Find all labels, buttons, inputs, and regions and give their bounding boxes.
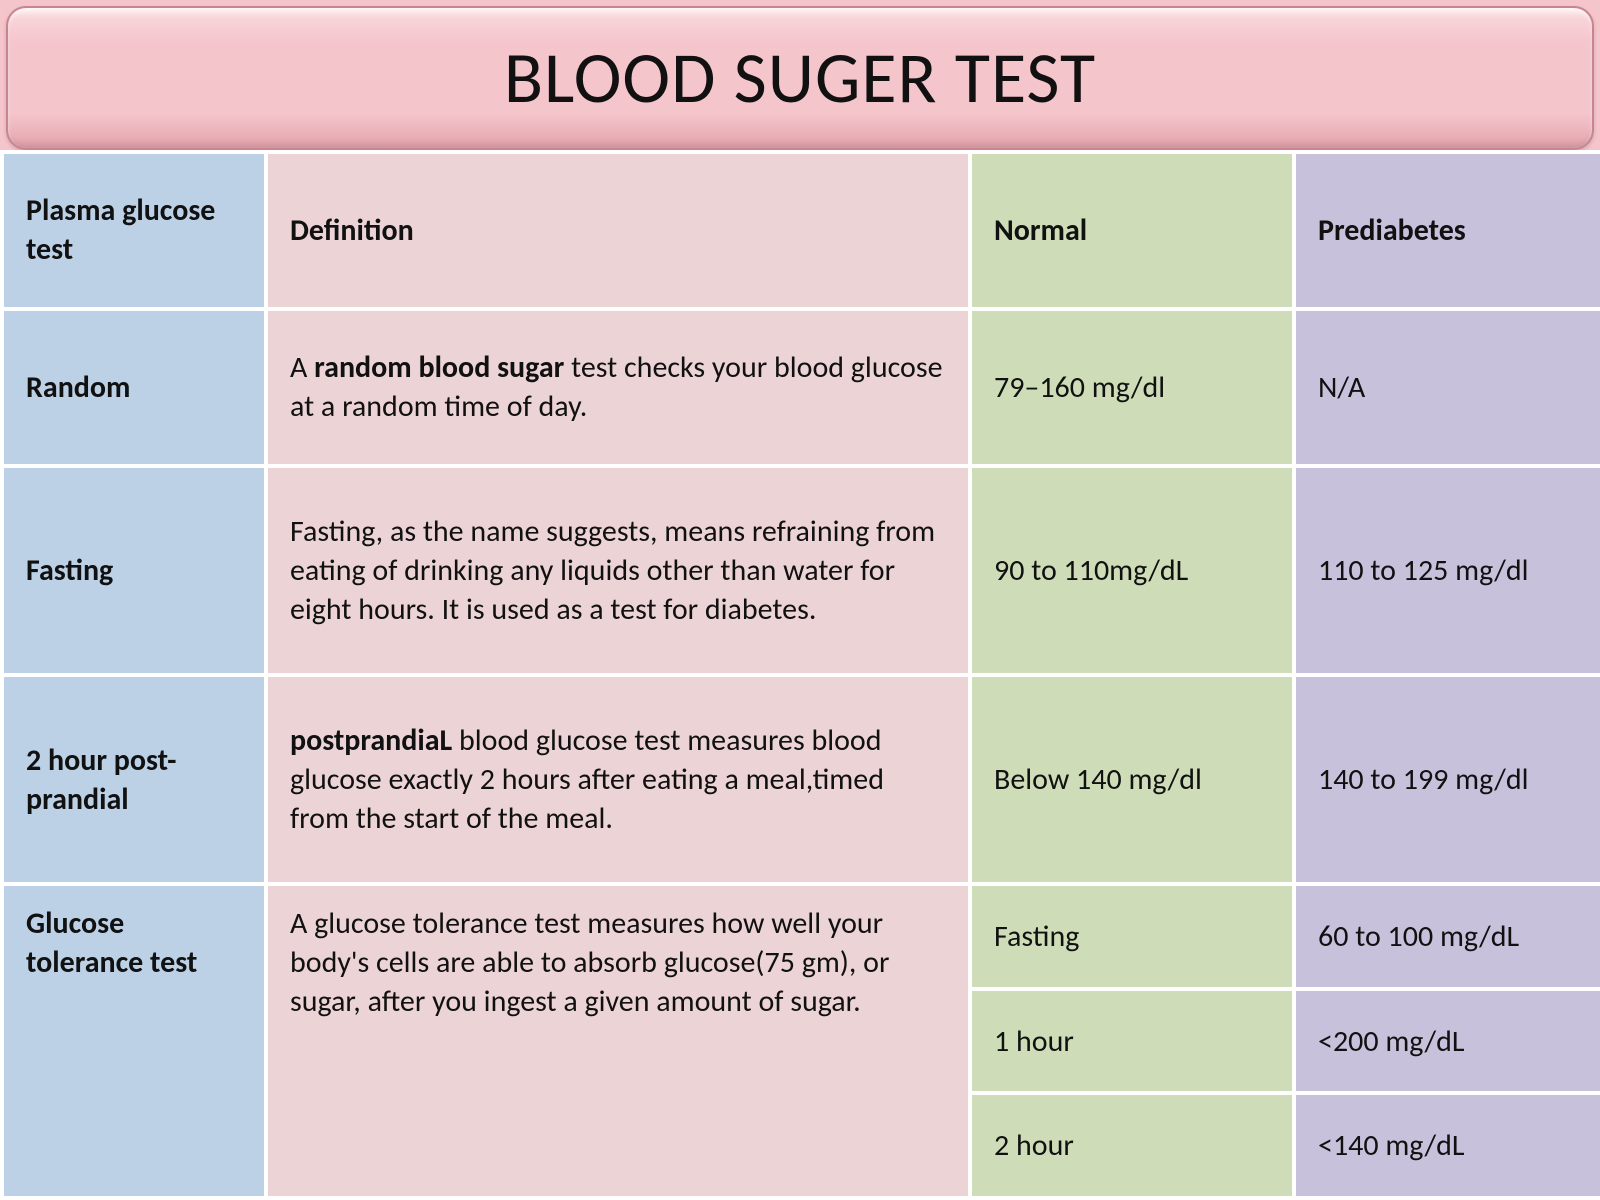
page-title: BLOOD SUGER TEST: [504, 34, 1096, 122]
gtt-sub-prediabetes-1: <200 mg/dL: [1296, 991, 1600, 1092]
def-bold: random blood sugar: [314, 349, 564, 386]
def-pre: A: [290, 349, 314, 386]
row-label-gtt: Glucose tolerance test: [4, 886, 264, 1196]
def-bold: postprandiaL: [290, 722, 452, 759]
row-def-gtt: A glucose tolerance test measures how we…: [268, 886, 968, 1196]
gtt-sub-normal-0: Fasting: [972, 886, 1292, 987]
col-header-definition: Definition: [268, 154, 968, 307]
col-header-normal: Normal: [972, 154, 1292, 307]
table-row: Fasting Fasting, as the name suggests, m…: [4, 468, 1600, 673]
row-label-postprandial: 2 hour post-prandial: [4, 677, 264, 882]
col-header-test: Plasma glucose test: [4, 154, 264, 307]
col-header-prediabetes: Prediabetes: [1296, 154, 1600, 307]
row-def-random: A random blood sugar test checks your bl…: [268, 311, 968, 464]
row-prediabetes-fasting: 110 to 125 mg/dl: [1296, 468, 1600, 673]
row-def-fasting: Fasting, as the name suggests, means ref…: [268, 468, 968, 673]
row-def-postprandial: postprandiaL blood glucose test measures…: [268, 677, 968, 882]
table-row: Random A random blood sugar test checks …: [4, 311, 1600, 464]
gtt-sub-normal-1: 1 hour: [972, 991, 1292, 1092]
row-label-fasting: Fasting: [4, 468, 264, 673]
row-normal-random: 79–160 mg/dl: [972, 311, 1292, 464]
gtt-sub-prediabetes-2: <140 mg/dL: [1296, 1095, 1600, 1196]
table-row: Glucose tolerance test A glucose toleran…: [4, 886, 1600, 987]
table-row: 2 hour post-prandial postprandiaL blood …: [4, 677, 1600, 882]
row-label-random: Random: [4, 311, 264, 464]
gtt-sub-prediabetes-0: 60 to 100 mg/dL: [1296, 886, 1600, 987]
blood-sugar-table: Plasma glucose test Definition Normal Pr…: [0, 150, 1600, 1200]
row-normal-postprandial: Below 140 mg/dl: [972, 677, 1292, 882]
table-header-row: Plasma glucose test Definition Normal Pr…: [4, 154, 1600, 307]
title-bar: BLOOD SUGER TEST: [6, 6, 1594, 150]
row-prediabetes-postprandial: 140 to 199 mg/dl: [1296, 677, 1600, 882]
row-prediabetes-random: N/A: [1296, 311, 1600, 464]
gtt-sub-normal-2: 2 hour: [972, 1095, 1292, 1196]
page: BLOOD SUGER TEST Plasma glucose test Def…: [0, 0, 1600, 1200]
row-normal-fasting: 90 to 110mg/dL: [972, 468, 1292, 673]
